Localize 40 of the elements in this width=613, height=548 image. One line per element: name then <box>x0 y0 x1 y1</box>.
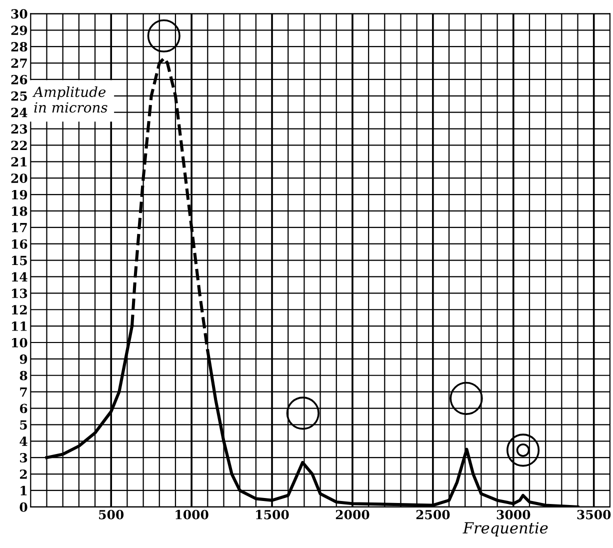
y-tick-label: 15 <box>12 256 27 266</box>
x-tick-label: 3500 <box>577 510 611 520</box>
x-tick-label: 1000 <box>176 510 208 520</box>
y-tick-label: 5 <box>20 420 27 430</box>
y-tick-label: 30 <box>11 9 28 19</box>
y-tick-label: 9 <box>20 354 28 364</box>
y-tick-label: 14 <box>12 272 28 282</box>
y-tick-label: 21 <box>11 157 27 166</box>
y-tick-label: 8 <box>20 370 28 380</box>
y-tick-label: 27 <box>11 58 27 68</box>
y-tick-label: 20 <box>11 174 28 184</box>
y-tick-label: 25 <box>11 91 27 101</box>
y-tick-label: 23 <box>11 124 28 134</box>
y-tick-label: 1 <box>20 486 27 496</box>
y-tick-label: 22 <box>11 140 27 150</box>
y-tick-label: 29 <box>11 26 28 36</box>
y-axis-title: Amplitude in microns <box>32 86 108 113</box>
y-tick-label: 3 <box>20 453 28 463</box>
x-axis-title: Frequentie <box>462 522 548 537</box>
x-tick-label: 2000 <box>336 510 370 520</box>
y-tick-label: 16 <box>12 239 28 249</box>
x-tick-label: 1500 <box>256 510 289 520</box>
x-tick-label: 500 <box>99 510 124 520</box>
x-tick-label: 3000 <box>496 510 530 520</box>
y-tick-label: 24 <box>11 108 28 118</box>
y-tick-label: 4 <box>20 436 28 446</box>
y-tick-label: 6 <box>20 404 28 414</box>
y-tick-label: 10 <box>12 338 28 348</box>
y-tick-label: 18 <box>12 206 28 216</box>
x-tick-label: 2500 <box>416 510 450 520</box>
y-tick-label: 19 <box>12 190 28 200</box>
y-tick-label: 26 <box>11 74 28 84</box>
y-tick-label: 0 <box>20 502 28 512</box>
y-tick-label: 28 <box>11 42 28 52</box>
y-tick-label: 17 <box>12 222 27 232</box>
y-tick-label: 12 <box>12 305 27 314</box>
y-tick-label: 11 <box>12 322 27 331</box>
y-tick-label: 7 <box>20 387 27 397</box>
y-tick-label: 2 <box>20 469 27 479</box>
y-tick-label: 13 <box>12 288 28 298</box>
